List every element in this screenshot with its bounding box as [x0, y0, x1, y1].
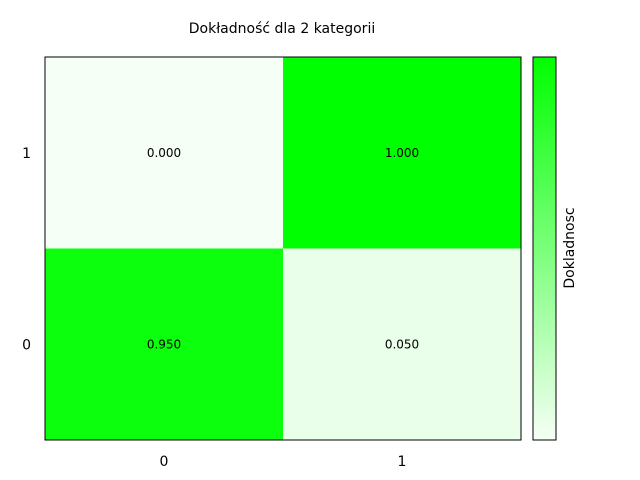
x-tick-label: 0: [160, 454, 169, 470]
heatmap-cell-1-0: [45, 57, 283, 249]
colorbar-label: Dokladnosc: [562, 207, 578, 288]
x-tick-label: 1: [398, 454, 407, 470]
heatmap-cell-0-0: [45, 248, 283, 440]
cell-value-label: 0.050: [385, 337, 419, 351]
y-axis-ticks: 01: [22, 146, 31, 354]
chart-title: Dokładność dla 2 kategorii: [189, 21, 375, 37]
cell-value-label: 0.000: [147, 146, 181, 160]
cell-value-label: 0.950: [147, 337, 181, 351]
y-tick-label: 0: [22, 337, 31, 353]
colorbar: [532, 56, 557, 441]
plot-frame: [44, 56, 522, 441]
heatmap-cells: 0.950 0.050 0.000 1.000: [45, 57, 521, 440]
y-tick-label: 1: [22, 146, 31, 162]
heatmap-cell-0-1: [283, 248, 521, 440]
cell-value-label: 1.000: [385, 146, 419, 160]
heatmap-cell-1-1: [283, 57, 521, 249]
